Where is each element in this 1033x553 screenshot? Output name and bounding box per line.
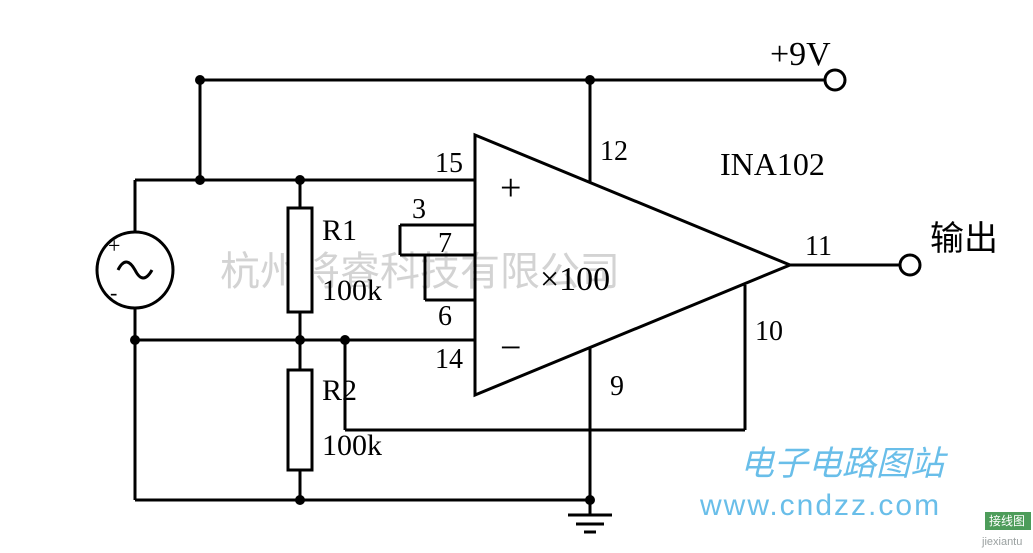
source-minus: -: [110, 280, 117, 305]
opamp-plus: +: [500, 167, 521, 209]
watermark-site-title: 电子电路图站: [740, 445, 949, 483]
corner-badge: 接线图 jiexiantu: [981, 512, 1031, 548]
opamp-gain: ×100: [540, 261, 610, 298]
watermark-site-url: www.cndzz.com: [699, 489, 941, 522]
pin-14: 14: [435, 344, 463, 375]
opamp-minus: −: [500, 327, 521, 369]
circuit-diagram: 杭州将睿科技有限公司 + − ×100 INA102: [0, 0, 1033, 553]
output-terminal: 输出: [900, 220, 998, 275]
ground-symbol: [568, 500, 612, 532]
pin-12: 12: [600, 136, 628, 167]
pin-6: 6: [438, 301, 452, 332]
pin-3: 3: [412, 194, 426, 225]
vplus-label: +9V: [770, 36, 831, 73]
r2-value: 100k: [322, 429, 382, 462]
pin-10: 10: [755, 316, 783, 347]
resistor-r2: R2 100k: [288, 370, 382, 470]
pin-15: 15: [435, 148, 463, 179]
corner-badge-top: 接线图: [989, 513, 1025, 528]
ic-label: INA102: [720, 146, 825, 182]
pin-7: 7: [438, 228, 452, 259]
ac-source: + -: [97, 232, 173, 308]
r1-value: 100k: [322, 274, 382, 307]
pin-11: 11: [805, 231, 832, 262]
pin-9: 9: [610, 371, 624, 402]
r2-ref: R2: [322, 374, 357, 407]
corner-badge-bottom: jiexiantu: [981, 536, 1022, 548]
r1-ref: R1: [322, 214, 357, 247]
vplus-terminal: +9V: [770, 36, 845, 90]
source-plus: +: [108, 233, 120, 258]
output-label: 输出: [930, 220, 998, 258]
